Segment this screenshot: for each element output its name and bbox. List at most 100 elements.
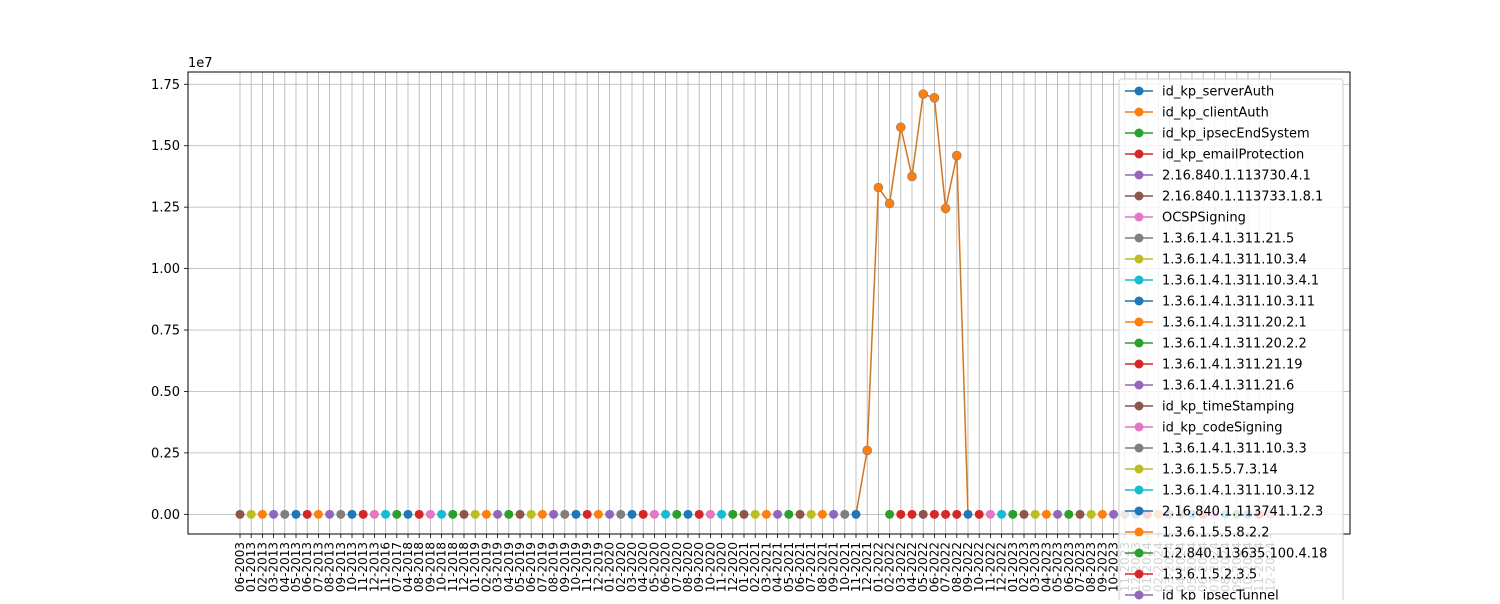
legend-marker (1134, 212, 1144, 222)
data-point (728, 509, 738, 519)
data-point (302, 509, 312, 519)
legend-entry: id_kp_codeSigning (1125, 421, 1282, 436)
legend-entry: 1.3.6.1.5.2.3.5 (1125, 568, 1257, 583)
legend-entry: id_kp_clientAuth (1125, 106, 1269, 121)
data-point (549, 509, 559, 519)
data-point (627, 509, 637, 519)
x-tick-label: 07-2022 (939, 542, 953, 592)
legend-label: 1.3.6.1.4.1.311.10.3.11 (1162, 295, 1315, 310)
x-tick-label: 09-2022 (961, 542, 975, 592)
x-tick-label: 06-2020 (659, 542, 673, 592)
data-point (940, 203, 951, 214)
legend-label: 2.16.840.1.113730.4.1 (1162, 169, 1311, 184)
legend-label: 1.3.6.1.4.1.311.20.2.2 (1162, 337, 1307, 352)
y-tick-label: 0.25 (151, 446, 180, 461)
data-point (414, 509, 424, 519)
x-tick-label: 07-2013 (311, 542, 325, 592)
legend-label: 2.16.840.1.113741.1.2.3 (1162, 505, 1323, 520)
legend-marker (1134, 317, 1144, 327)
x-tick-label: 09-2019 (558, 542, 572, 592)
x-tick-label: 03-2013 (267, 542, 281, 592)
legend-label: 1.3.6.1.5.2.3.5 (1162, 568, 1257, 583)
data-point (997, 509, 1007, 519)
x-tick-label: 08-2022 (950, 542, 964, 592)
x-tick-label: 03-2019 (491, 542, 505, 592)
data-point (582, 509, 592, 519)
data-point (571, 509, 581, 519)
legend-marker (1134, 233, 1144, 243)
x-tick-label: 11-2019 (580, 542, 594, 592)
data-point (1097, 509, 1107, 519)
data-point (951, 150, 962, 161)
x-tick-label: 11-2016 (379, 542, 393, 592)
legend-marker (1134, 86, 1144, 96)
legend-label: 1.3.6.1.4.1.311.10.3.4.1 (1162, 274, 1319, 289)
data-point (884, 198, 895, 209)
legend-label: 1.3.6.1.4.1.311.21.19 (1162, 358, 1303, 373)
data-point (929, 509, 939, 519)
data-point (336, 509, 346, 519)
data-point (313, 509, 323, 519)
x-tick-label: 10-2020 (703, 542, 717, 592)
x-tick-label: 11-2018 (446, 542, 460, 592)
x-tick-label: 06-2019 (524, 542, 538, 592)
x-tick-label: 05-2019 (513, 542, 527, 592)
x-tick-label: 08-2023 (1084, 542, 1098, 592)
x-tick-label: 03-2023 (1028, 542, 1042, 592)
data-point (235, 509, 245, 519)
x-tick-label: 07-2017 (390, 542, 404, 592)
data-point (246, 509, 256, 519)
x-tick-label: 07-2019 (535, 542, 549, 592)
legend-marker (1134, 191, 1144, 201)
data-point (907, 509, 917, 519)
data-point (1030, 509, 1040, 519)
legend-entry: id_kp_emailProtection (1125, 148, 1304, 163)
legend-label: 1.3.6.1.4.1.311.10.3.12 (1162, 484, 1315, 499)
x-tick-label: 06-2021 (793, 542, 807, 592)
legend-marker (1134, 569, 1144, 579)
legend-entry: 1.3.6.1.4.1.311.10.3.12 (1125, 484, 1315, 499)
legend-marker (1134, 485, 1144, 495)
legend-box (1118, 78, 1344, 604)
x-tick-label: 10-2018 (435, 542, 449, 592)
data-point (1019, 509, 1029, 519)
legend-entry: 2.16.840.1.113733.1.8.1 (1125, 190, 1323, 205)
legend-entry: 1.3.6.1.5.5.7.3.14 (1125, 463, 1278, 478)
y-tick-label: 0.00 (151, 508, 180, 523)
legend-marker (1134, 254, 1144, 264)
legend-marker (1134, 170, 1144, 180)
x-tick-label: 01-2023 (1006, 542, 1020, 592)
data-point (1064, 509, 1074, 519)
data-point (694, 509, 704, 519)
x-tick-label: 04-2019 (502, 542, 516, 592)
y-tick-label: 1.25 (151, 201, 180, 216)
legend-entry: 2.16.840.1.113741.1.2.3 (1125, 505, 1323, 520)
legend-entry: id_kp_timeStamping (1125, 400, 1294, 415)
x-tick-label: 07-2021 (804, 542, 818, 592)
data-point (1041, 509, 1051, 519)
data-point (862, 445, 873, 456)
data-point (952, 509, 962, 519)
data-point (347, 509, 357, 519)
x-tick-label: 04-2013 (278, 542, 292, 592)
data-point (560, 509, 570, 519)
legend-entry: 1.3.6.1.4.1.311.10.3.11 (1125, 295, 1315, 310)
legend-entry: id_kp_serverAuth (1125, 85, 1274, 100)
x-tick-label: 07-2020 (670, 542, 684, 592)
data-point (437, 509, 447, 519)
data-point (985, 509, 995, 519)
legend-label: 1.3.6.1.4.1.311.21.5 (1162, 232, 1294, 247)
x-tick-label: 04-2022 (905, 542, 919, 592)
x-tick-label: 01-2019 (468, 542, 482, 592)
data-point (918, 89, 929, 99)
data-point (257, 509, 267, 519)
legend-entry: 2.16.840.1.113730.4.1 (1125, 169, 1311, 184)
x-axis: 06-200301-201302-201303-201304-201305-20… (233, 534, 1277, 592)
y-tick-label: 0.50 (151, 385, 180, 400)
x-tick-label: 03-2020 (625, 542, 639, 592)
data-point (526, 509, 536, 519)
data-point (873, 182, 884, 193)
data-point (448, 509, 458, 519)
data-point (773, 509, 783, 519)
